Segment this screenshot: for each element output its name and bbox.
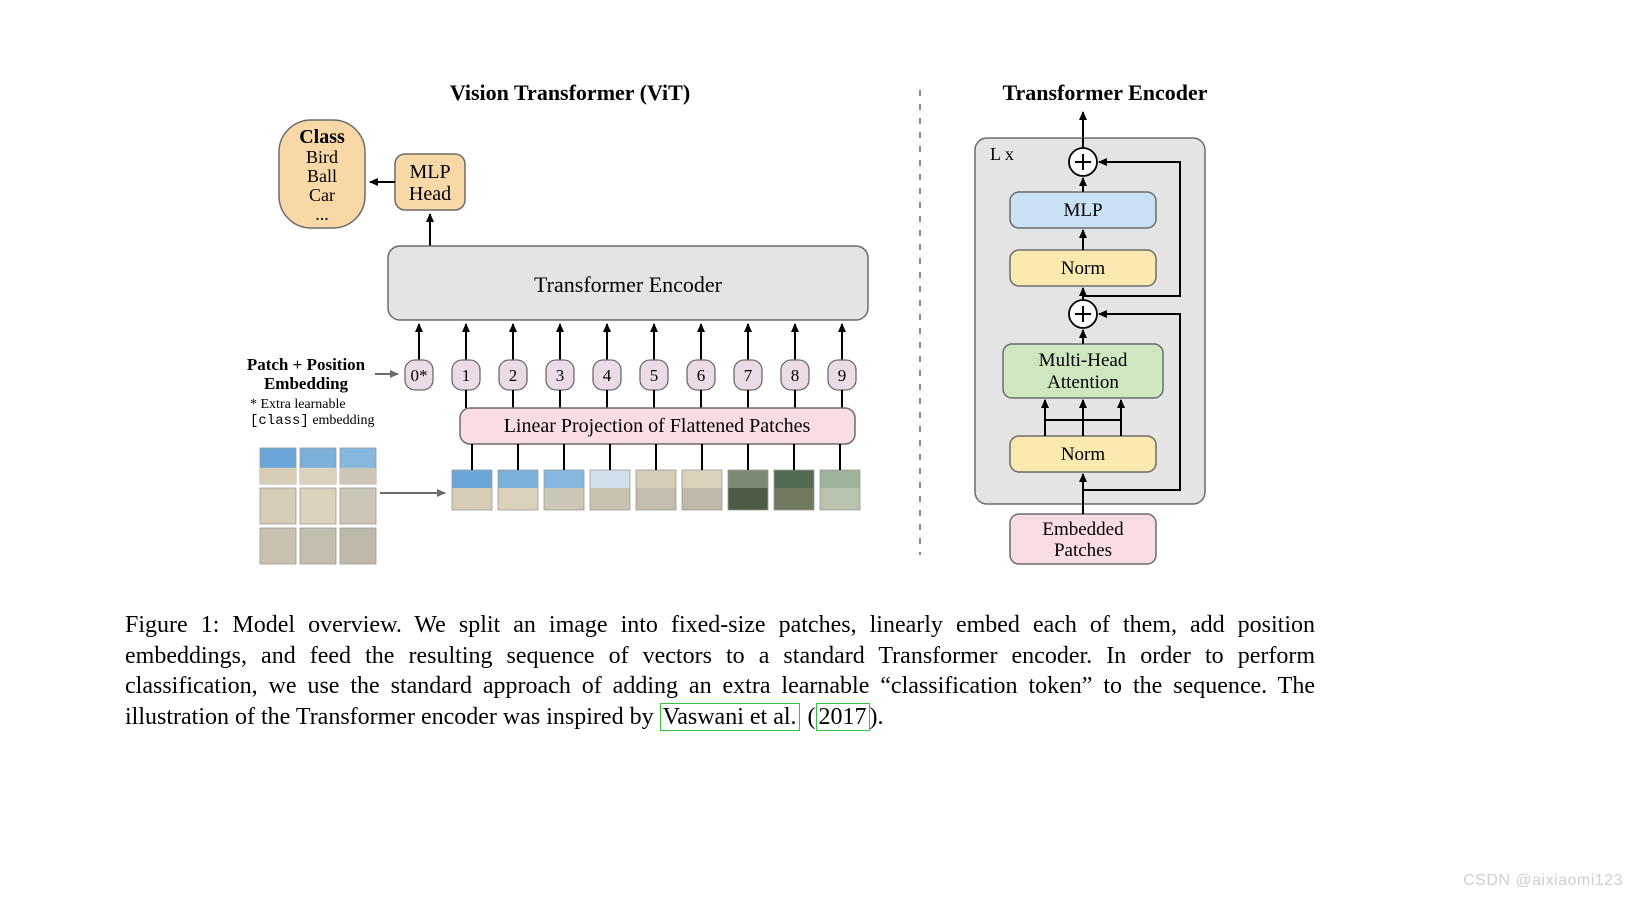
linear-projection-label: Linear Projection of Flattened Patches (504, 415, 811, 437)
patch-grid (260, 448, 376, 564)
patch-row-bottom (498, 488, 538, 510)
enc-lx-label: L x (990, 144, 1014, 164)
caption-year: 2017 (816, 703, 870, 731)
patch-row-bottom (452, 488, 492, 510)
token-label: 2 (509, 366, 518, 385)
patch-grid-cell-fg (300, 468, 336, 484)
linear-projection-box: Linear Projection of Flattened Patches (460, 408, 855, 444)
enc-embed-l1: Embedded (1042, 519, 1124, 540)
transformer-encoder-label: Transformer Encoder (534, 272, 723, 297)
class-item-0: Bird (306, 147, 338, 167)
patch-row-top (452, 470, 492, 488)
enc-plus-mid (1069, 300, 1097, 328)
enc-norm2-label: Norm (1061, 444, 1106, 465)
patch-row-top (820, 470, 860, 488)
patch-grid-cell-fg (260, 468, 296, 484)
token-label: 4 (603, 366, 612, 385)
class-item-3: ... (315, 204, 329, 224)
patch-row-bottom (590, 488, 630, 510)
enc-norm1-label: Norm (1061, 258, 1106, 279)
embedding-note1: * Extra learnable (250, 397, 346, 412)
embedding-line2: Embedding (264, 374, 349, 393)
patch-row (452, 444, 860, 510)
mlp-head-l2: Head (409, 183, 451, 205)
class-item-1: Ball (307, 166, 337, 186)
class-title: Class (299, 126, 345, 148)
embedding-label: Patch + Position Embedding * Extra learn… (247, 355, 375, 429)
embedding-note2: [class] embedding (250, 413, 375, 429)
patch-row-top (728, 470, 768, 488)
class-bubble: Class Bird Ball Car ... (279, 120, 365, 228)
tokens-row: 0* 1 2 3 4 5 6 7 8 9 (405, 324, 856, 408)
token-label: 7 (744, 366, 753, 385)
patch-row-top (774, 470, 814, 488)
enc-embed-l2: Patches (1054, 540, 1112, 561)
caption-paren-close: ). (870, 704, 884, 730)
patch-row-bottom (544, 488, 584, 510)
patch-grid-cell (260, 488, 296, 524)
watermark: CSDN @aixiaomi123 (1463, 872, 1623, 890)
patch-grid-cell (340, 488, 376, 524)
token-label: 3 (556, 366, 565, 385)
token-label: 0* (411, 366, 428, 385)
patch-row-top (498, 470, 538, 488)
patch-row-bottom (774, 488, 814, 510)
mlp-head: MLP Head (395, 154, 465, 210)
patch-grid-cell (340, 528, 376, 564)
patch-grid-cell (260, 528, 296, 564)
enc-mha-l1: Multi-Head (1039, 350, 1128, 371)
token-label: 9 (838, 366, 847, 385)
token-label: 8 (791, 366, 800, 385)
embedding-line1: Patch + Position (247, 355, 366, 374)
figure-caption: Figure 1: Model overview. We split an im… (125, 610, 1315, 733)
enc-mlp-label: MLP (1063, 200, 1102, 221)
transformer-encoder-box: Transformer Encoder (388, 246, 868, 320)
caption-prefix: Figure 1: (125, 612, 232, 638)
patch-row-bottom (820, 488, 860, 510)
patch-row-top (544, 470, 584, 488)
right-title: Transformer Encoder (1002, 80, 1207, 105)
enc-mha-l2: Attention (1047, 372, 1119, 393)
patch-grid-cell-fg (340, 468, 376, 484)
vit-diagram: Vision Transformer (ViT) Transformer Enc… (0, 0, 1637, 580)
token-label: 5 (650, 366, 659, 385)
patch-row-top (682, 470, 722, 488)
patch-row-top (590, 470, 630, 488)
patch-row-bottom (728, 488, 768, 510)
patch-row-bottom (682, 488, 722, 510)
token-label: 1 (462, 366, 471, 385)
patch-row-top (636, 470, 676, 488)
caption-paren-open: ( (802, 704, 816, 730)
patch-grid-cell (300, 488, 336, 524)
enc-plus-top (1069, 148, 1097, 176)
mlp-head-l1: MLP (409, 161, 450, 183)
patch-grid-cell (300, 528, 336, 564)
patch-row-bottom (636, 488, 676, 510)
token-label: 6 (697, 366, 706, 385)
class-item-2: Car (309, 185, 335, 205)
left-title: Vision Transformer (ViT) (450, 80, 690, 105)
caption-cite: Vaswani et al. (660, 703, 800, 731)
